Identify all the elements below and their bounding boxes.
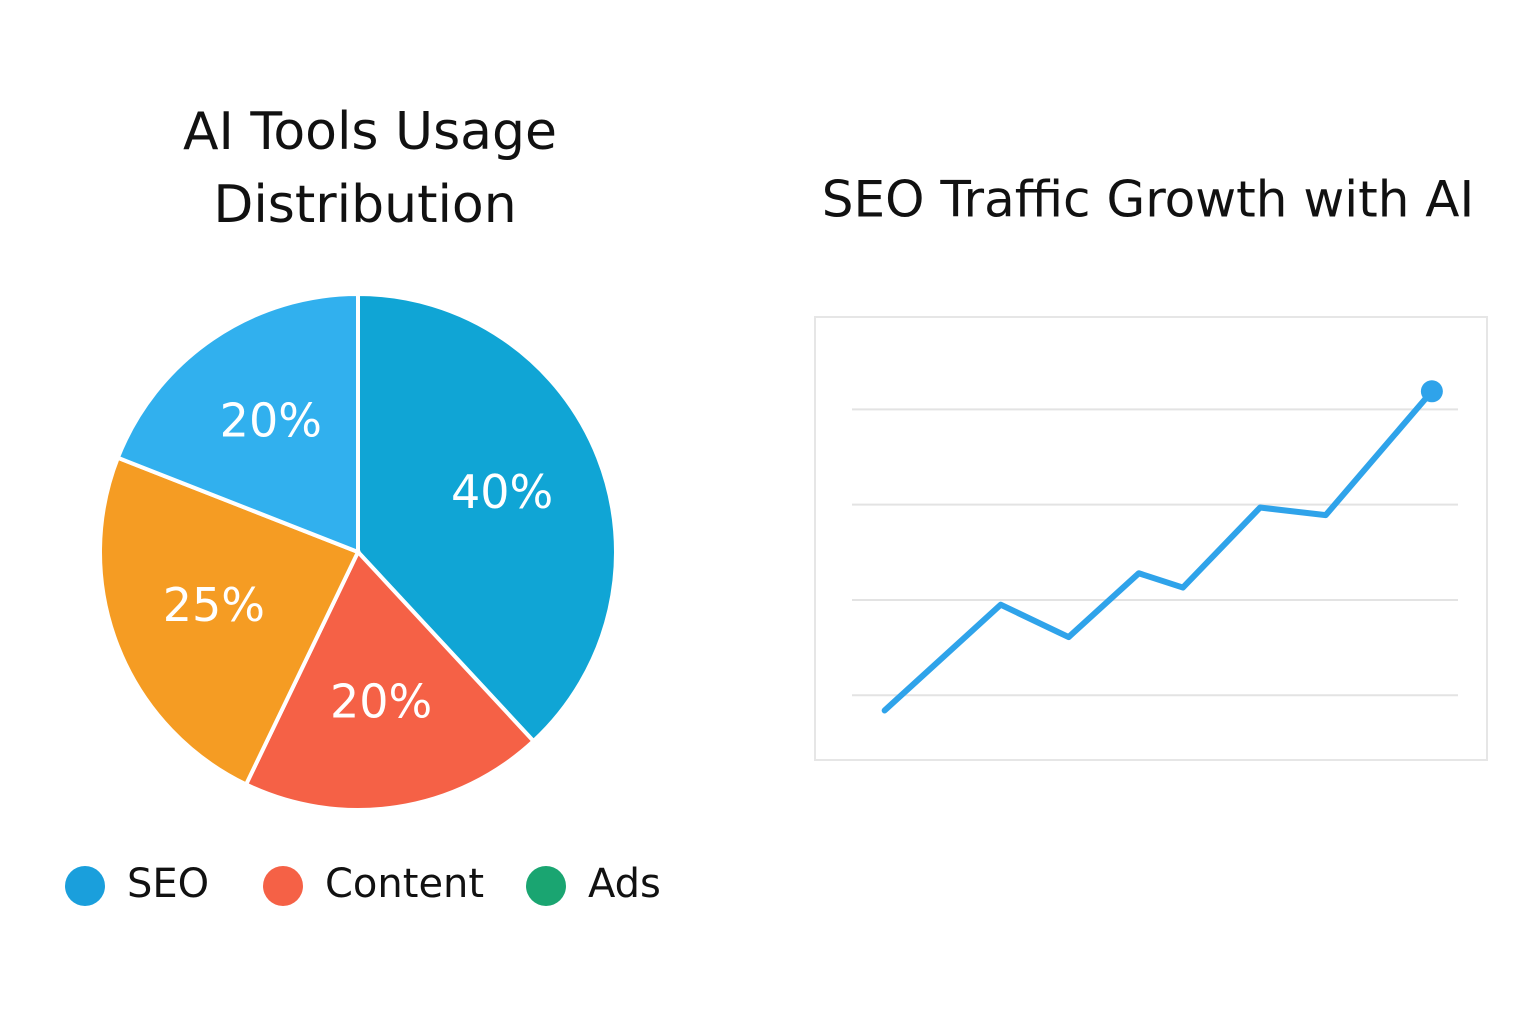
legend-swatch: [263, 866, 303, 906]
pie-title: AI Tools Usage: [183, 102, 557, 162]
slice-label: 20%: [330, 675, 432, 729]
slice-label: 40%: [451, 465, 553, 519]
plot-frame: [814, 316, 1488, 761]
legend-swatch: [65, 866, 105, 906]
legend-label: Ads: [588, 861, 661, 907]
pie-title: Distribution: [213, 175, 516, 235]
legend-swatch: [526, 866, 566, 906]
legend-label: Content: [325, 861, 484, 907]
end-marker: [1420, 380, 1443, 403]
line-title: SEO Traffic Growth with AI: [822, 171, 1475, 229]
pie-slice: [356, 291, 618, 744]
slice-label: 25%: [163, 578, 265, 632]
legend-label: SEO: [127, 861, 209, 907]
pie-slice: [98, 455, 361, 788]
line-series: [881, 388, 1435, 714]
pie-slice: [243, 548, 537, 812]
pie-slice: [115, 291, 360, 555]
slice-label: 20%: [220, 394, 322, 448]
